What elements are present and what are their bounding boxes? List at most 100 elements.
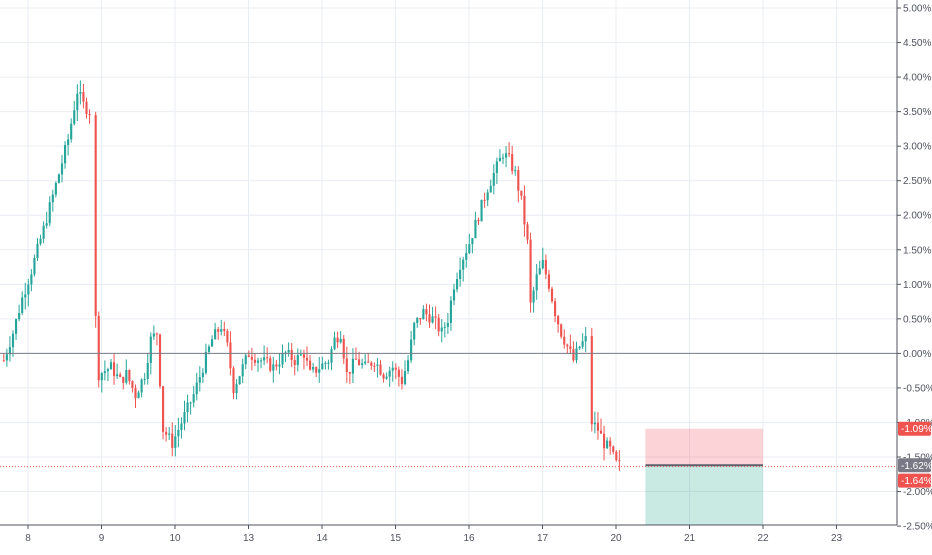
y-tick-label: -1.50%	[903, 453, 932, 464]
candle-body	[214, 329, 217, 340]
candle-body	[183, 411, 186, 424]
candle-body	[63, 145, 67, 164]
candle-body	[535, 274, 538, 291]
candle-body	[364, 361, 367, 364]
candle-body	[391, 367, 394, 371]
candle-body	[24, 294, 27, 298]
candle-body	[39, 238, 42, 244]
candle-body	[42, 225, 45, 239]
candle-body	[553, 301, 557, 317]
candle-body	[477, 219, 480, 222]
candle-body	[357, 359, 361, 365]
candle-body	[321, 363, 324, 370]
candle-body	[73, 110, 76, 124]
candle-body	[134, 388, 137, 399]
x-tick-label: 10	[169, 533, 181, 544]
candle-body	[195, 382, 198, 395]
candle-body	[119, 374, 122, 377]
candle-body	[440, 327, 443, 332]
candle-body	[532, 290, 535, 303]
candle-body	[529, 239, 532, 303]
candle-body	[336, 337, 339, 343]
candle-body	[388, 370, 391, 377]
candle-body	[547, 274, 551, 289]
candle-body	[226, 331, 229, 343]
position-reward-zone[interactable]	[645, 465, 763, 525]
candle-body	[572, 349, 575, 361]
candle-body	[70, 123, 73, 140]
candle-body	[455, 279, 459, 290]
candle-body	[204, 351, 208, 373]
candle-body	[312, 366, 315, 370]
stop-price-badge-label: -1.09%	[901, 424, 932, 435]
candle-body	[612, 446, 615, 452]
candle-body	[584, 335, 587, 342]
stop-price-badge-bg[interactable]	[898, 421, 931, 436]
price-lines-layer	[0, 352, 897, 468]
candle-body	[152, 333, 155, 337]
candle-body	[406, 360, 410, 372]
candle-body	[275, 364, 278, 367]
candle-body	[290, 349, 293, 361]
candle-body	[192, 394, 195, 403]
candle-body	[155, 333, 159, 335]
candle-body	[345, 358, 348, 372]
candle-body	[238, 376, 241, 385]
candle-body	[217, 329, 220, 332]
candle-body	[171, 433, 174, 448]
y-tick-label: -2.00%	[903, 487, 932, 498]
candle-body	[21, 297, 24, 313]
x-tick-label: 13	[243, 533, 255, 544]
y-tick-label: 1.00%	[903, 280, 931, 291]
candle-body	[318, 369, 321, 373]
candle-body	[468, 244, 471, 254]
candle-body	[517, 170, 520, 191]
candle-body	[174, 436, 177, 448]
candle-body	[131, 381, 134, 389]
candle-body	[550, 288, 554, 302]
candle-body	[201, 372, 204, 378]
candle-body	[498, 157, 502, 162]
x-axis-panel[interactable]	[0, 525, 932, 550]
candle-body	[250, 356, 253, 360]
candle-body	[465, 253, 468, 260]
candle-body	[462, 259, 465, 270]
candle-body	[520, 190, 523, 196]
candle-body	[143, 378, 146, 380]
candle-body	[431, 316, 434, 323]
x-tick-label: 22	[757, 533, 769, 544]
candle-body	[97, 315, 100, 381]
candle-body	[596, 422, 600, 431]
candle-body	[471, 238, 474, 245]
candle-body	[483, 199, 486, 201]
position-risk-zone[interactable]	[645, 428, 763, 466]
candle-body	[27, 284, 30, 295]
candle-body	[189, 402, 192, 404]
candle-body	[14, 319, 18, 334]
candle-body	[590, 335, 593, 425]
candle-body	[180, 423, 183, 430]
y-tick-label: 5.00%	[903, 4, 931, 15]
candle-body	[410, 339, 413, 361]
candle-body	[557, 316, 560, 325]
y-tick-label: 3.00%	[903, 142, 931, 153]
candle-body	[51, 194, 54, 203]
candle-body	[198, 377, 201, 383]
y-tick-label: 0.50%	[903, 314, 931, 325]
x-tick-label: 9	[99, 533, 105, 544]
candle-body	[351, 358, 355, 374]
candle-body	[305, 357, 309, 361]
current-price-badge-bg[interactable]	[898, 473, 931, 488]
candles-layer	[2, 80, 621, 471]
candle-body	[593, 422, 596, 425]
candle-body	[367, 361, 370, 363]
candle-body	[210, 339, 214, 347]
candle-body	[296, 354, 299, 365]
entry-price-badge-bg[interactable]	[898, 458, 931, 473]
candle-body	[256, 360, 260, 363]
candle-body	[299, 354, 302, 356]
candle-body	[30, 274, 33, 285]
candle-body	[437, 317, 440, 332]
